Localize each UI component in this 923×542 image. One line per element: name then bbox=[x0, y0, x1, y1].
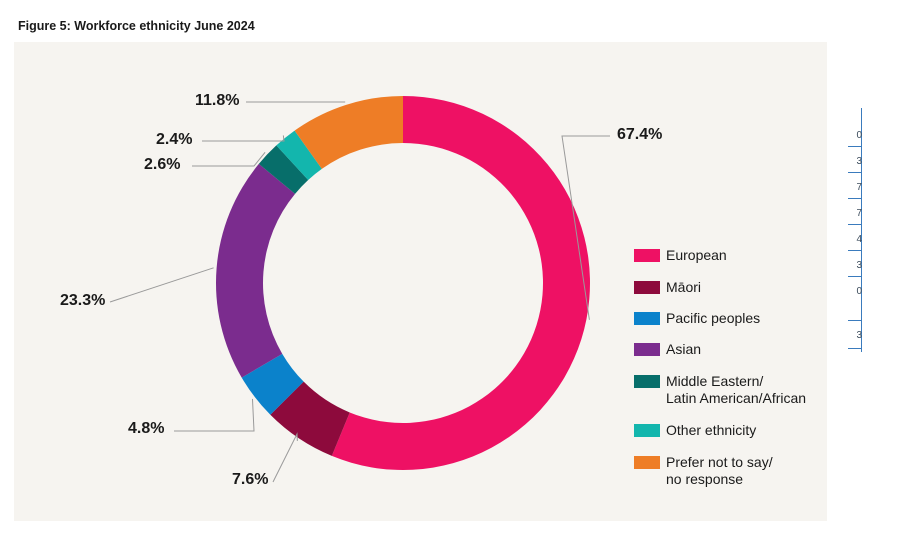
legend-swatch bbox=[634, 281, 660, 294]
legend-swatch bbox=[634, 249, 660, 262]
slice-other bbox=[276, 130, 322, 181]
leader-line bbox=[174, 398, 255, 432]
legend-item-prefer-not: Prefer not to say/ no response bbox=[634, 454, 773, 488]
slice-prefer-not bbox=[294, 96, 403, 169]
table-cell-fragment: 0 bbox=[856, 286, 862, 297]
legend-item-other: Other ethnicity bbox=[634, 422, 756, 439]
data-label-pacific: 4.8% bbox=[128, 420, 165, 437]
data-label-prefer-not: 11.8% bbox=[195, 92, 240, 109]
table-rule bbox=[848, 276, 862, 277]
legend-swatch bbox=[634, 456, 660, 469]
cropped-table-fragment: 0 3 7 7 4 3 0 3 bbox=[848, 108, 862, 352]
table-cell-fragment: 7 bbox=[856, 182, 862, 193]
slice-pacific bbox=[241, 353, 304, 415]
leader-line bbox=[109, 267, 214, 303]
data-label-asian: 23.3% bbox=[60, 292, 106, 309]
table-cell-fragment: 7 bbox=[856, 208, 862, 219]
data-label-maori: 7.6% bbox=[232, 471, 269, 488]
legend-item-european: European bbox=[634, 247, 727, 264]
data-label-other: 2.4% bbox=[156, 131, 193, 148]
table-rule bbox=[848, 224, 862, 225]
table-rule bbox=[848, 172, 862, 173]
leader-line bbox=[561, 135, 610, 320]
legend-swatch bbox=[634, 375, 660, 388]
chart-panel: 67.4% 7.6% 4.8% 23.3% 2.6% 2.4% 11.8% Eu… bbox=[14, 42, 827, 521]
legend-item-pacific: Pacific peoples bbox=[634, 310, 760, 327]
data-label-melaa: 2.6% bbox=[144, 156, 181, 173]
table-cell-fragment: 4 bbox=[856, 234, 862, 245]
slice-maori bbox=[270, 381, 350, 456]
data-label-european: 67.4% bbox=[617, 126, 663, 143]
leader-line bbox=[202, 135, 285, 142]
table-cell-fragment: 3 bbox=[856, 330, 862, 341]
leader-line bbox=[192, 151, 266, 167]
figure-title: Figure 5: Workforce ethnicity June 2024 bbox=[18, 19, 255, 33]
table-cell-fragment: 0 bbox=[856, 130, 862, 141]
table-rule bbox=[848, 146, 862, 147]
legend-swatch bbox=[634, 343, 660, 356]
slice-asian bbox=[216, 163, 296, 378]
leader-line bbox=[272, 432, 298, 483]
legend-swatch bbox=[634, 424, 660, 437]
table-cell-fragment: 3 bbox=[856, 156, 862, 167]
legend-item-asian: Asian bbox=[634, 341, 701, 358]
slice-european bbox=[331, 96, 590, 470]
table-rule bbox=[848, 320, 862, 321]
slice-melaa bbox=[258, 145, 309, 194]
table-rule bbox=[848, 250, 862, 251]
legend-swatch bbox=[634, 312, 660, 325]
table-border bbox=[861, 108, 862, 352]
table-cell-fragment: 3 bbox=[856, 260, 862, 271]
donut-chart bbox=[109, 96, 610, 483]
legend-item-melaa: Middle Eastern/ Latin American/African bbox=[634, 373, 806, 407]
table-rule bbox=[848, 198, 862, 199]
legend-item-maori: Māori bbox=[634, 279, 701, 296]
table-rule bbox=[848, 348, 862, 349]
